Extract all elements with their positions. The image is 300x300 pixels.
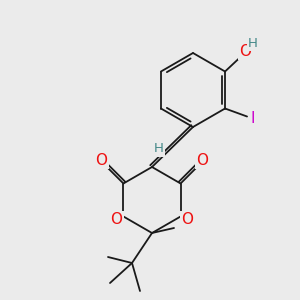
Text: H: H <box>248 37 258 50</box>
Text: I: I <box>251 111 255 126</box>
Text: O: O <box>196 153 208 168</box>
Text: O: O <box>110 212 122 227</box>
Text: O: O <box>95 153 107 168</box>
Text: H: H <box>154 142 164 155</box>
Text: O: O <box>239 44 251 59</box>
Text: O: O <box>182 212 194 227</box>
